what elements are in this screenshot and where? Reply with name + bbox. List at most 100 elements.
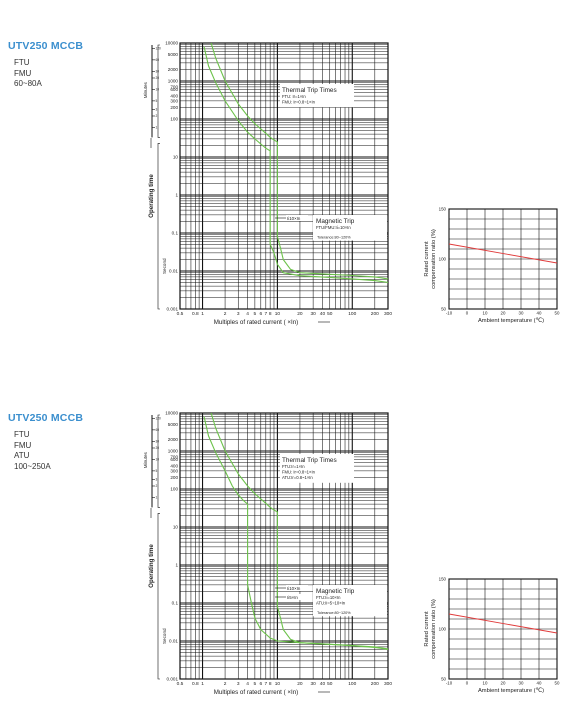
x-tick-label: 4 — [246, 311, 249, 317]
magnetic-line: FTU:Ii=10×In — [316, 595, 341, 600]
callout-label: Ii10×In — [287, 586, 301, 591]
section-100-250a: UTV250 MCCB FTU FMU ATU 100~250A 0.001 0.… — [0, 370, 580, 710]
y-tick-label: 300 — [170, 98, 178, 103]
y-tick-label: 1000 — [168, 79, 179, 84]
grid — [180, 43, 388, 309]
model-list: FTU FMU 60~80A — [14, 58, 42, 90]
temp-x-tick-label: -10 — [446, 681, 453, 686]
x-tick-label: 40 — [320, 311, 326, 317]
x-tick-label: 8 — [269, 311, 272, 317]
x-tick-label: 30 — [310, 311, 316, 317]
callout-label: Ii10×In — [287, 216, 301, 221]
magnetic-label: Magnetic Trip — [316, 588, 355, 595]
minutes-tick-label: 2 — [156, 484, 158, 488]
x-tick-label: 20 — [297, 311, 303, 317]
minutes-tick-label: 1 — [156, 496, 158, 500]
x-tick-label: 3 — [237, 681, 240, 687]
x-tick-label: 2 — [224, 311, 227, 317]
minutes-bracket — [157, 44, 160, 138]
temp-y-tick-label: 100 — [439, 257, 447, 262]
temp-y-tick-label: 50 — [441, 677, 446, 682]
magnetic-box — [313, 585, 387, 617]
tolerance-label: Tolerance:80~120% — [317, 236, 351, 240]
temp-y-tick-label: 50 — [441, 307, 446, 312]
x-tick-label: 1 — [201, 681, 204, 687]
temp-x-tick-label: 30 — [519, 681, 524, 686]
y-tick-label: 5000 — [168, 422, 179, 427]
x-tick-label: 200 — [371, 681, 379, 687]
y-tick-label: 600 — [170, 87, 178, 92]
thermal-line: FMU: Ir=0.8~1×In — [282, 470, 316, 475]
x-tick-label: 5 — [254, 311, 257, 317]
y-tick-label: 600 — [170, 457, 178, 462]
model-item: FMU — [14, 68, 32, 78]
minutes-bracket — [157, 414, 160, 508]
trip-curve — [203, 46, 389, 283]
seconds-bracket — [157, 513, 160, 680]
y-tick-label: 10 — [173, 155, 179, 160]
x-axis-label: Multiples of rated current ( ×In) — [214, 689, 298, 696]
x-tick-label: 0.5 — [177, 311, 184, 317]
y-tick-label: 10000 — [165, 411, 178, 416]
temperature-chart-2: 50 100 150 -10 0 10 20 30 40 50 Ambient temperatur… — [424, 577, 560, 694]
x-tick-label: 5 — [254, 681, 257, 687]
minutes-tick-label: 1 — [156, 126, 158, 130]
y-tick-label: 400 — [170, 464, 178, 469]
magnetic-label: Magnetic Trip — [316, 218, 355, 225]
temp-y-tick-label: 150 — [439, 577, 447, 582]
y-tick-label: 700 — [170, 84, 178, 89]
y-tick-label: 0.01 — [169, 269, 178, 274]
section-title: UTV250 MCCB — [8, 412, 84, 424]
magnetic-line: ATU:Ii=5~10×In — [316, 601, 346, 606]
temp-x-tick-label: 20 — [501, 681, 506, 686]
temp-x-tick-label: 30 — [519, 311, 524, 316]
x-tick-label: 6 — [259, 681, 262, 687]
minutes-tick-label: 20 — [156, 76, 160, 80]
y-tick-label: 1 — [175, 563, 178, 568]
temp-curve — [448, 613, 558, 634]
y-axis-label: Operating time — [148, 544, 155, 588]
y-tick-label: 200 — [170, 105, 178, 110]
temp-y-axis-label: Rated current — [424, 241, 430, 277]
x-tick-label: 0.5 — [177, 681, 184, 687]
x-tick-label: 100 — [348, 311, 356, 317]
x-tick-label: 4 — [246, 681, 249, 687]
seconds-bracket — [157, 143, 160, 310]
x-tick-label: 10 — [275, 681, 281, 687]
y-tick-label: 100 — [170, 117, 178, 122]
x-tick-label: 200 — [371, 311, 379, 317]
y-tick-label: 2000 — [168, 67, 179, 72]
y-tick-label: 1000 — [168, 449, 179, 454]
temp-y-tick-label: 150 — [439, 207, 447, 212]
trip-curve — [210, 412, 389, 650]
temp-x-tick-label: 20 — [501, 311, 506, 316]
thermal-line: FMU: Ir=0.8~1×In — [282, 100, 316, 105]
y-tick-label: 0.001 — [167, 307, 179, 312]
callout-bg — [286, 594, 308, 600]
temp-y-tick-label: 100 — [439, 627, 447, 632]
temp-x-tick-label: -10 — [446, 311, 453, 316]
x-tick-label: 3 — [237, 311, 240, 317]
temp-grid — [449, 209, 557, 309]
x-tick-label: 0.8 — [192, 681, 199, 687]
thermal-label: Thermal Trip Times — [282, 87, 337, 94]
x-tick-label: 300 — [384, 311, 392, 317]
minutes-label: Minutes — [143, 81, 148, 98]
y-tick-label: 5000 — [168, 52, 179, 57]
y-tick-label: 300 — [170, 468, 178, 473]
x-tick-label: 20 — [297, 681, 303, 687]
callout-bg — [286, 585, 308, 591]
x-tick-label: 50 — [327, 681, 333, 687]
temp-x-tick-label: 10 — [483, 681, 488, 686]
x-tick-label: 8 — [269, 681, 272, 687]
minutes-tick-label: 2 — [156, 114, 158, 118]
y-tick-label: 100 — [170, 487, 178, 492]
minutes-tick-label: 3 — [156, 107, 158, 111]
x-tick-label: 1 — [201, 311, 204, 317]
temp-curve — [448, 243, 558, 264]
minutes-tick-label: 10 — [156, 88, 160, 92]
model-list: FTU FMU ATU 100~250A — [14, 430, 51, 472]
minutes-tick-label: 60 — [156, 428, 160, 432]
y-tick-label: 700 — [170, 454, 178, 459]
thermal-box — [280, 454, 354, 483]
